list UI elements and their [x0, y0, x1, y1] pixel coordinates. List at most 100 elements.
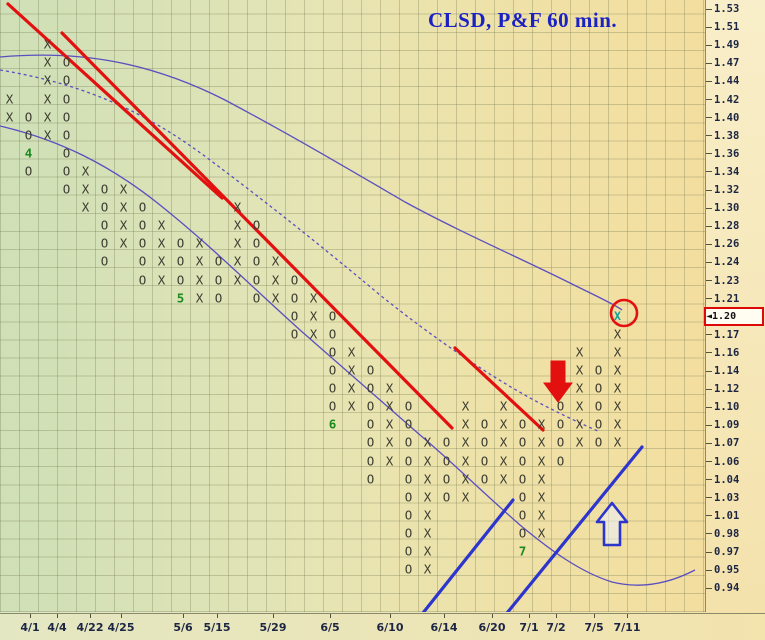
pf-symbol: X — [423, 488, 432, 504]
scale-value: 1.44 — [714, 75, 740, 88]
pf-symbol: X — [613, 434, 622, 450]
pf-symbol: X — [499, 434, 508, 450]
price-scale-label: 1.42 — [706, 91, 765, 109]
scale-value: 1.36 — [714, 147, 740, 160]
pf-symbol: X — [233, 217, 242, 233]
pf-symbol: O — [404, 416, 413, 432]
date-tick — [330, 614, 331, 618]
scale-tick — [706, 8, 712, 10]
date-label: 6/10 — [376, 621, 404, 634]
pf-symbol: O — [62, 126, 71, 142]
pf-month-symbol: 5 — [176, 289, 185, 305]
scale-value: 1.32 — [714, 184, 740, 196]
pf-symbol: X — [271, 253, 280, 269]
pf-symbol: O — [594, 416, 603, 432]
pf-symbol: O — [62, 54, 71, 70]
pf-symbol: O — [404, 507, 413, 523]
pf-symbol: O — [138, 235, 147, 251]
pf-symbol: X — [385, 380, 394, 396]
price-scale-label: 1.01 — [706, 507, 765, 525]
date-label: 4/22 — [76, 621, 104, 634]
date-label: 7/11 — [613, 621, 641, 634]
red-resistance-trendline-3 — [453, 346, 545, 432]
pf-symbol: O — [404, 561, 413, 577]
latest-price-circle-annotation — [609, 298, 639, 328]
pf-symbol: X — [613, 344, 622, 360]
pf-symbol: X — [157, 217, 166, 233]
blue-support-trendline-1 — [421, 498, 515, 612]
date-label: 6/5 — [320, 621, 340, 634]
price-scale: 1.53 1.51 1.49 1.47 1.44 1.42 1.40 1.38 1.36 1.34… — [704, 0, 765, 612]
price-scale-label: 1.44 — [706, 72, 765, 90]
pf-symbol: O — [366, 380, 375, 396]
pf-symbol: O — [518, 488, 527, 504]
scale-tick — [706, 189, 712, 191]
scale-tick — [706, 461, 712, 462]
price-scale-label: 1.03 — [706, 489, 765, 507]
current-price-value: ◄1.20 — [706, 311, 737, 323]
pf-symbol: X — [461, 470, 470, 486]
date-tick — [273, 614, 274, 618]
pf-symbol: X — [461, 398, 470, 414]
scale-value: 0.97 — [714, 546, 740, 558]
scale-value: 1.30 — [714, 202, 740, 215]
scale-value: 1.34 — [714, 165, 740, 178]
scale-value: 1.03 — [714, 491, 740, 504]
pf-symbol: X — [43, 36, 52, 52]
scale-value: 1.06 — [714, 455, 740, 468]
price-scale-label: 1.21 — [706, 290, 765, 308]
pf-symbol: O — [252, 235, 261, 251]
price-scale-label: 0.97 — [706, 543, 765, 561]
scale-tick — [706, 370, 712, 372]
scale-tick — [706, 424, 712, 426]
date-tick — [183, 614, 184, 618]
pf-symbol: O — [252, 217, 261, 233]
date-label: 7/5 — [584, 621, 604, 634]
pf-symbol: X — [157, 235, 166, 251]
pf-symbol: X — [43, 54, 52, 70]
pf-symbol: O — [556, 398, 565, 414]
pf-symbol: O — [518, 525, 527, 541]
scale-tick — [706, 171, 712, 173]
pf-symbol: X — [309, 289, 318, 305]
pf-symbol: O — [518, 507, 527, 523]
pf-symbol: O — [290, 326, 299, 342]
pf-symbol: X — [81, 181, 90, 197]
scale-value: 1.38 — [714, 129, 740, 142]
pf-symbol: X — [5, 108, 14, 124]
pf-symbol: O — [366, 470, 375, 486]
scale-value: 1.42 — [714, 93, 740, 106]
date-tick — [492, 614, 493, 618]
blue-up-arrow-icon — [595, 501, 629, 547]
scale-tick — [706, 117, 712, 119]
pf-symbol: O — [518, 434, 527, 450]
pf-symbol: X — [195, 253, 204, 269]
pf-symbol: X — [613, 362, 622, 378]
pf-symbol: X — [613, 416, 622, 432]
date-tick — [594, 614, 595, 618]
scale-tick — [706, 515, 712, 517]
scale-tick — [706, 225, 712, 227]
scale-value: 0.95 — [714, 564, 740, 577]
pf-symbol: O — [366, 362, 375, 378]
date-tick — [390, 614, 391, 618]
date-tick — [30, 614, 31, 618]
pf-symbol: O — [100, 253, 109, 269]
pf-symbol: O — [442, 470, 451, 486]
pf-symbol: X — [613, 326, 622, 342]
pf-symbol: O — [100, 235, 109, 251]
pf-symbol: O — [328, 307, 337, 323]
pf-symbol: X — [499, 470, 508, 486]
scale-value: 0.94 — [714, 582, 740, 595]
date-label: 4/4 — [47, 621, 67, 634]
pf-symbol: O — [214, 271, 223, 287]
red-down-arrow-icon — [543, 360, 573, 403]
pf-symbol: O — [62, 72, 71, 88]
price-scale-label: 1.24 — [706, 253, 765, 271]
scale-value: 1.04 — [714, 473, 740, 486]
pf-symbol: X — [537, 525, 546, 541]
scale-value: 1.49 — [714, 39, 740, 52]
moving-average-line-1 — [0, 54, 623, 311]
pf-symbol: O — [404, 488, 413, 504]
